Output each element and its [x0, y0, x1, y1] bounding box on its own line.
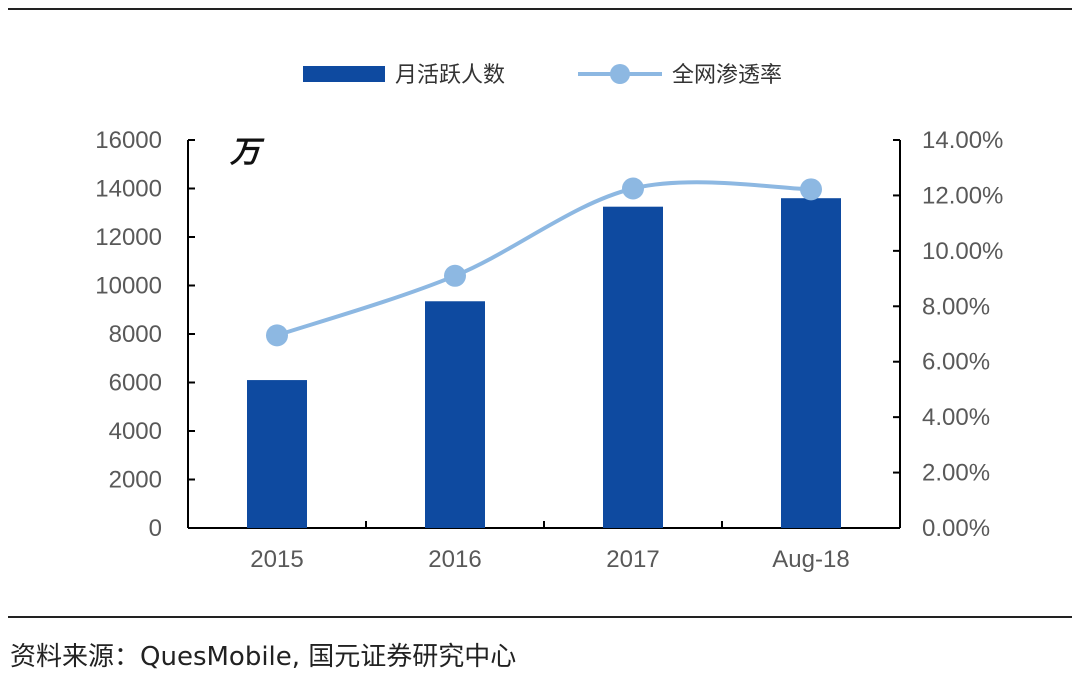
- source-note: 资料来源：QuesMobile, 国元证券研究中心: [10, 642, 517, 672]
- right-axis-tick-label: 8.00%: [922, 293, 990, 320]
- line-point: [444, 264, 466, 287]
- left-axis-unit-label: 万: [229, 135, 265, 170]
- right-axis-tick-label: 0.00%: [922, 515, 990, 542]
- bar-series: [247, 198, 841, 528]
- legend-swatch-bar: [303, 66, 385, 82]
- bar: [425, 301, 485, 528]
- combo-chart: 月活跃人数 全网渗透率 万 0 2000 4000 6000 8000 10000 12000…: [95, 63, 1003, 573]
- legend-swatch-marker: [610, 64, 630, 84]
- left-axis-tick-label: 2000: [109, 467, 162, 494]
- x-axis-tick-label: 2017: [606, 546, 659, 573]
- right-axis-tick-label: 4.00%: [922, 404, 990, 431]
- right-axis-tick-label: 12.00%: [922, 182, 1003, 209]
- right-axis-tick-label: 10.00%: [922, 238, 1003, 265]
- x-axis-tick-label: 2015: [250, 546, 303, 573]
- left-axis-tick-label: 6000: [109, 370, 162, 397]
- legend-label-bar: 月活跃人数: [395, 63, 505, 88]
- x-axis: 2015 2016 2017 Aug-18: [187, 521, 901, 573]
- right-axis-tick-label: 14.00%: [922, 127, 1003, 154]
- bar: [603, 206, 663, 528]
- x-axis-tick-label: Aug-18: [772, 546, 849, 573]
- line-point: [622, 177, 644, 200]
- left-axis-tick-label: 16000: [95, 127, 162, 154]
- bar: [781, 198, 841, 528]
- left-axis-tick-label: 10000: [95, 273, 162, 300]
- right-axis-tick-label: 2.00%: [922, 460, 990, 487]
- bar: [247, 380, 307, 528]
- right-axis-tick-label: 6.00%: [922, 349, 990, 376]
- left-axis-tick-label: 12000: [95, 224, 162, 251]
- line-point: [266, 324, 288, 347]
- line-series: [266, 177, 822, 347]
- right-axis: 0.00% 2.00% 4.00% 6.00% 8.00% 10.00% 12.00% 14.…: [893, 127, 1003, 542]
- bottom-rule: [8, 616, 1072, 618]
- top-rule: [8, 8, 1072, 10]
- left-axis: 0 2000 4000 6000 8000 10000 12000 14000 16000: [95, 127, 195, 542]
- legend: 月活跃人数 全网渗透率: [303, 63, 782, 88]
- left-axis-tick-label: 0: [149, 515, 162, 542]
- x-axis-tick-label: 2016: [428, 546, 481, 573]
- line-path: [276, 180, 812, 338]
- left-axis-tick-label: 8000: [109, 321, 162, 348]
- line-point: [800, 178, 822, 201]
- legend-label-line: 全网渗透率: [672, 63, 782, 88]
- left-axis-tick-label: 14000: [95, 176, 162, 203]
- left-axis-tick-label: 4000: [109, 418, 162, 445]
